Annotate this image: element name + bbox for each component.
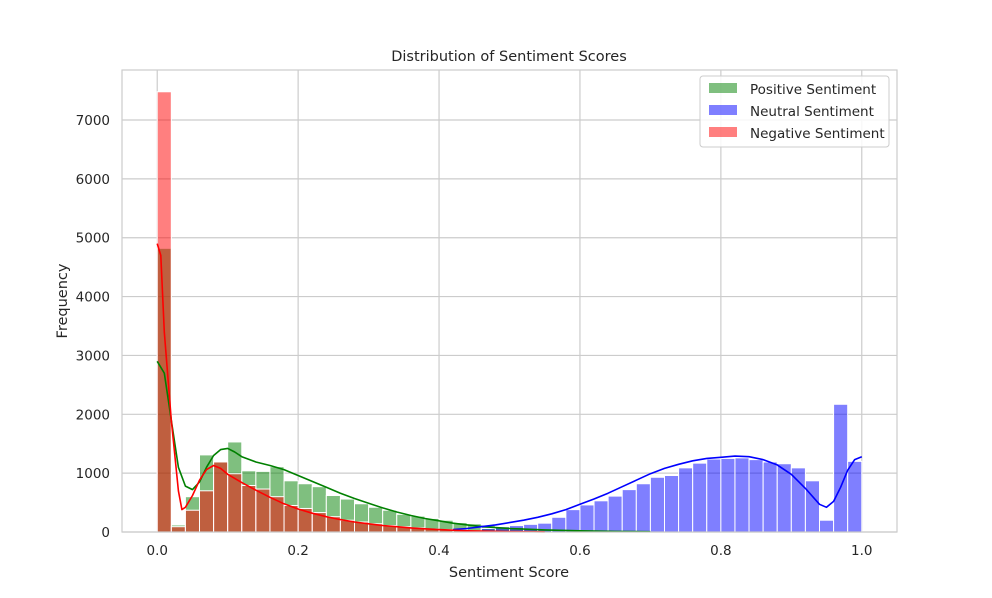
x-tick-label: 0.4 (428, 543, 449, 559)
y-tick-label: 4000 (76, 290, 110, 306)
histogram-bar-neutral (720, 457, 736, 533)
histogram-bar-neutral (734, 457, 750, 533)
y-axis-label: Frequency (55, 263, 71, 338)
legend-swatch-negative (709, 127, 737, 137)
histogram-bar-neutral (748, 459, 764, 533)
histogram-bar-neutral (579, 504, 595, 533)
legend-label-positive: Positive Sentiment (750, 82, 876, 98)
x-tick-label: 1.0 (851, 543, 872, 559)
legend: Positive Sentiment Neutral Sentiment Neg… (699, 75, 890, 148)
histogram-bar-neutral (621, 489, 637, 533)
y-tick-label: 7000 (76, 113, 110, 129)
x-tick-label: 0.0 (146, 543, 167, 559)
kde-line-negative (156, 243, 545, 533)
histogram-bar-neutral (776, 463, 792, 533)
legend-swatch-positive (709, 83, 737, 93)
y-tick-label: 1000 (76, 466, 110, 482)
chart-title: Distribution of Sentiment Scores (391, 49, 627, 65)
histogram-bar-negative (184, 509, 200, 533)
x-axis-label: Sentiment Score (449, 565, 569, 581)
y-axis-ticks: 0 1000 2000 3000 4000 5000 6000 7000 (76, 113, 110, 541)
histogram-bar-negative (199, 490, 215, 533)
histogram-bar-negative (227, 473, 243, 533)
histogram-bar-neutral (847, 460, 863, 533)
legend-box (699, 75, 890, 148)
y-tick-label: 2000 (76, 407, 110, 423)
kde-curves (156, 243, 863, 533)
plot-frame (121, 69, 898, 533)
histogram-bar-neutral (664, 475, 680, 533)
x-tick-label: 0.2 (287, 543, 308, 559)
histogram-bar-neutral (692, 462, 708, 533)
histogram-bar-neutral (804, 480, 821, 533)
histogram-bar-negative (241, 485, 257, 533)
histogram-bar-negative (156, 91, 172, 533)
histogram-bar-negative (170, 526, 186, 533)
histogram-bar-neutral (833, 403, 849, 533)
x-tick-label: 0.6 (569, 543, 590, 559)
histogram-bar-neutral (819, 519, 835, 533)
y-tick-label: 0 (101, 525, 110, 541)
histogram-bar-neutral (678, 467, 694, 533)
histogram-bar-neutral (635, 483, 651, 533)
y-tick-label: 5000 (76, 231, 110, 247)
bars-neutral (480, 403, 863, 533)
legend-swatch-neutral (709, 105, 737, 115)
histogram-bar-neutral (649, 476, 666, 533)
histogram-bar-neutral (706, 458, 722, 533)
kde-line-neutral (453, 455, 863, 531)
y-tick-label: 6000 (76, 172, 110, 188)
legend-label-neutral: Neutral Sentiment (750, 104, 874, 120)
histogram-bar-neutral (593, 500, 609, 533)
histogram-bar-neutral (607, 495, 623, 533)
histogram-bar-negative (283, 505, 299, 533)
histogram-bar-neutral (762, 461, 778, 533)
y-tick-label: 3000 (76, 348, 110, 364)
x-tick-label: 0.8 (710, 543, 731, 559)
legend-label-negative: Negative Sentiment (750, 126, 885, 142)
histogram-bar-neutral (565, 509, 581, 533)
x-axis-ticks: 0.0 0.2 0.4 0.6 0.8 1.0 (146, 543, 872, 559)
